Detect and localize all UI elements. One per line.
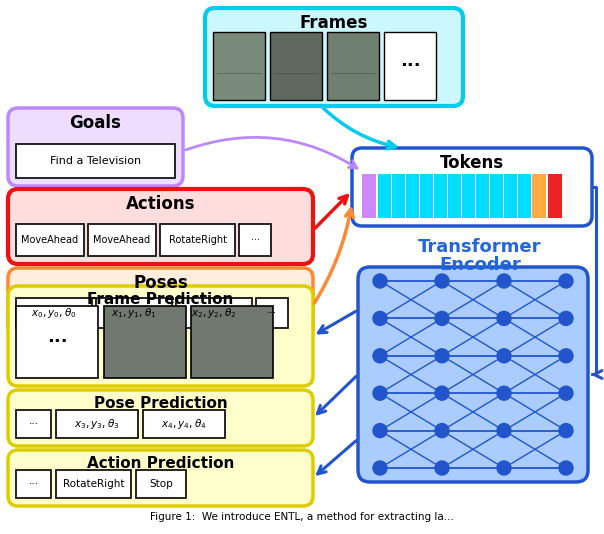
Bar <box>532 174 546 218</box>
Bar <box>504 174 517 218</box>
FancyBboxPatch shape <box>358 267 588 482</box>
Text: $x_3, y_3, \theta_3$: $x_3, y_3, \theta_3$ <box>74 417 120 431</box>
FancyBboxPatch shape <box>8 450 313 506</box>
Circle shape <box>435 423 449 437</box>
Text: ···: ··· <box>251 235 260 245</box>
Text: ···: ··· <box>28 419 39 429</box>
Text: MoveAhead: MoveAhead <box>94 235 150 245</box>
Text: ···: ··· <box>400 57 420 75</box>
Circle shape <box>373 274 387 288</box>
Circle shape <box>373 423 387 437</box>
Circle shape <box>373 349 387 363</box>
Bar <box>406 174 419 218</box>
Circle shape <box>497 311 511 325</box>
Text: Frame Prediction: Frame Prediction <box>88 292 234 307</box>
Text: Find a Television: Find a Television <box>50 156 141 166</box>
Bar <box>434 174 447 218</box>
FancyBboxPatch shape <box>8 390 313 446</box>
Circle shape <box>435 349 449 363</box>
Bar <box>548 174 562 218</box>
Text: Stop: Stop <box>149 479 173 489</box>
Text: Actions: Actions <box>126 195 195 213</box>
Bar <box>104 306 186 378</box>
Bar <box>96 298 172 328</box>
Bar <box>362 174 376 218</box>
Bar <box>270 32 322 100</box>
Text: $x_2, y_2, \theta_2$: $x_2, y_2, \theta_2$ <box>191 306 237 320</box>
Bar <box>88 224 156 256</box>
Bar <box>56 410 138 438</box>
Circle shape <box>435 274 449 288</box>
Text: RotateRight: RotateRight <box>63 479 124 489</box>
Bar <box>143 410 225 438</box>
Circle shape <box>435 386 449 400</box>
Bar <box>16 224 84 256</box>
Text: Transformer: Transformer <box>418 238 542 256</box>
Bar <box>462 174 475 218</box>
Circle shape <box>559 311 573 325</box>
FancyBboxPatch shape <box>8 189 313 264</box>
Bar <box>392 174 405 218</box>
Circle shape <box>497 386 511 400</box>
Circle shape <box>435 311 449 325</box>
Bar <box>490 174 503 218</box>
Text: Encoder: Encoder <box>439 256 521 274</box>
Bar <box>256 298 288 328</box>
Text: ···: ··· <box>47 333 67 351</box>
Bar <box>16 298 92 328</box>
Text: $x_0, y_0, \theta_0$: $x_0, y_0, \theta_0$ <box>31 306 77 320</box>
Circle shape <box>559 386 573 400</box>
Circle shape <box>559 349 573 363</box>
Bar <box>16 410 51 438</box>
Bar <box>176 298 252 328</box>
Text: RotateRight: RotateRight <box>169 235 226 245</box>
Bar <box>16 306 98 378</box>
Bar <box>420 174 433 218</box>
Circle shape <box>373 461 387 475</box>
Text: ···: ··· <box>28 479 39 489</box>
FancyBboxPatch shape <box>8 268 313 336</box>
Text: Goals: Goals <box>69 114 121 132</box>
Text: $x_4, y_4, \theta_4$: $x_4, y_4, \theta_4$ <box>161 417 207 431</box>
Bar <box>160 224 235 256</box>
Text: Pose Prediction: Pose Prediction <box>94 396 227 411</box>
Bar <box>378 174 391 218</box>
Bar <box>136 470 186 498</box>
Text: $x_1, y_1, \theta_1$: $x_1, y_1, \theta_1$ <box>111 306 156 320</box>
Bar <box>327 32 379 100</box>
Circle shape <box>497 349 511 363</box>
FancyBboxPatch shape <box>8 286 313 386</box>
Text: Tokens: Tokens <box>440 154 504 172</box>
Bar <box>213 32 265 100</box>
Circle shape <box>373 386 387 400</box>
Text: Poses: Poses <box>133 274 188 292</box>
Circle shape <box>373 311 387 325</box>
Text: Action Prediction: Action Prediction <box>87 456 234 471</box>
Bar <box>56 470 131 498</box>
Bar <box>191 306 273 378</box>
Circle shape <box>497 423 511 437</box>
Text: Frames: Frames <box>300 14 368 32</box>
Circle shape <box>559 423 573 437</box>
Circle shape <box>497 461 511 475</box>
Circle shape <box>435 461 449 475</box>
Bar <box>448 174 461 218</box>
Circle shape <box>559 461 573 475</box>
Text: MoveAhead: MoveAhead <box>21 235 79 245</box>
Circle shape <box>497 274 511 288</box>
Text: Figure 1:  We introduce ENTL, a method for extracting la...: Figure 1: We introduce ENTL, a method fo… <box>150 512 454 522</box>
Circle shape <box>559 274 573 288</box>
Bar <box>518 174 531 218</box>
Bar <box>476 174 489 218</box>
Bar <box>384 32 436 100</box>
FancyBboxPatch shape <box>352 148 592 226</box>
FancyBboxPatch shape <box>205 8 463 106</box>
Text: ···: ··· <box>267 308 277 318</box>
Bar <box>16 470 51 498</box>
FancyBboxPatch shape <box>8 108 183 186</box>
Bar <box>239 224 271 256</box>
Bar <box>16 144 175 178</box>
